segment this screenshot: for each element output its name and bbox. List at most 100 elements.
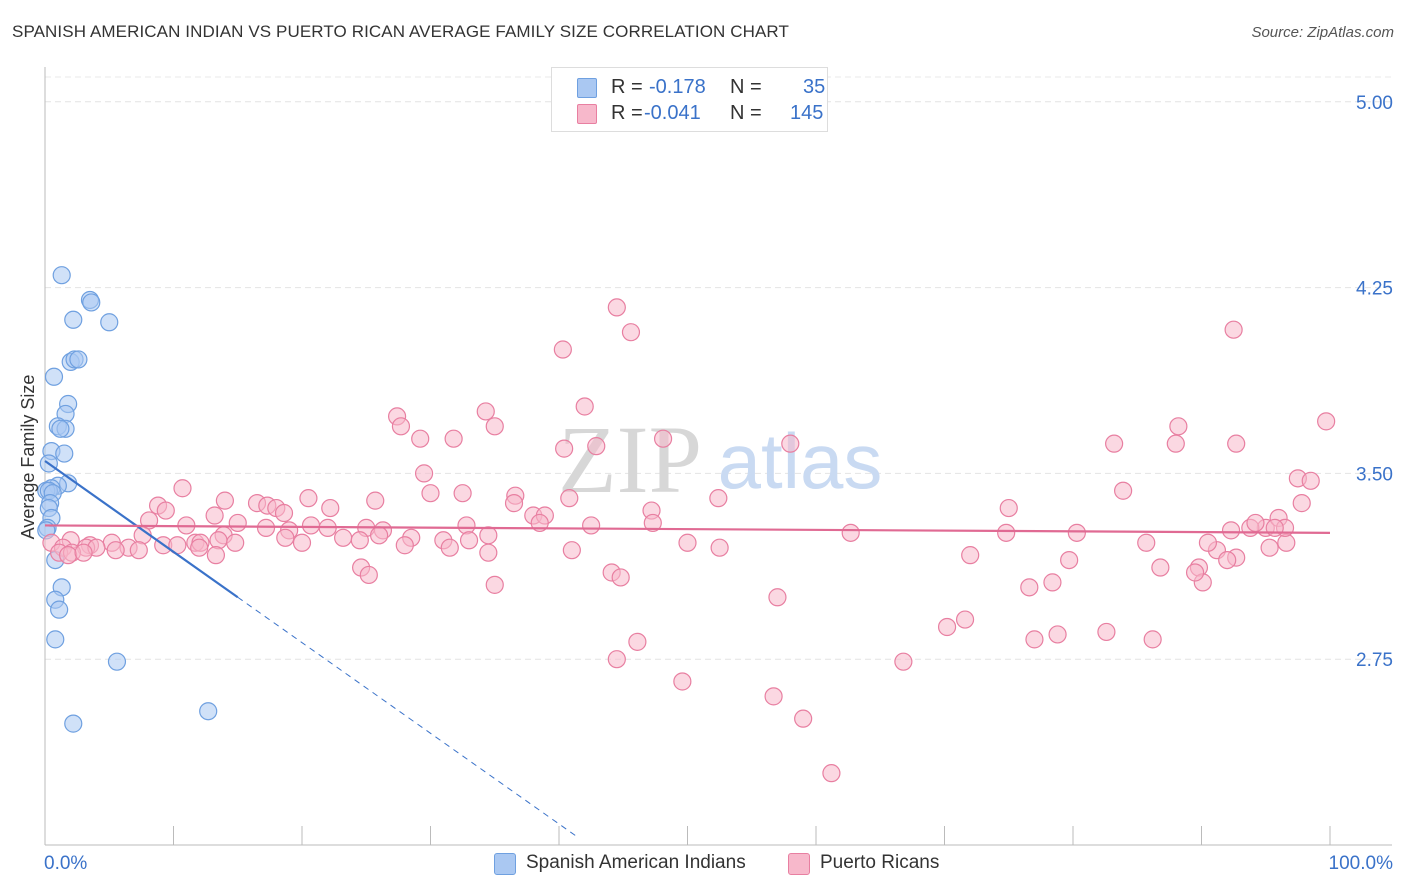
point-puerto-ricans: [190, 538, 209, 557]
legend-r-value: -0.041: [644, 102, 701, 124]
x-tick-label-min: 0.0%: [44, 853, 87, 874]
y-tick-label: 5.00: [1356, 93, 1393, 114]
bottom-legend-label: Spanish American Indians: [526, 852, 746, 873]
point-puerto-ricans: [607, 298, 626, 317]
legend-n-value: 145: [790, 102, 824, 124]
point-puerto-ricans: [1260, 538, 1279, 557]
point-puerto-ricans: [1218, 550, 1237, 570]
point-puerto-ricans: [414, 464, 434, 483]
legend-n-label: N =: [730, 76, 762, 98]
point-puerto-ricans: [678, 533, 697, 552]
point-puerto-ricans: [1185, 563, 1205, 582]
point-puerto-ricans: [1151, 558, 1170, 577]
point-spanish-american-indians: [46, 630, 65, 649]
point-puerto-ricans: [485, 575, 504, 594]
y-tick-label: 4.25: [1356, 279, 1393, 300]
point-puerto-ricans: [1105, 434, 1124, 453]
point-puerto-ricans: [350, 531, 369, 550]
point-puerto-ricans: [321, 498, 340, 518]
legend-n-value: 35: [803, 76, 826, 98]
point-puerto-ricans: [1221, 521, 1241, 540]
point-puerto-ricans: [366, 491, 385, 510]
point-puerto-ricans: [421, 484, 440, 503]
point-spanish-american-indians: [52, 266, 71, 285]
scatter-points: [37, 266, 1336, 783]
point-spanish-american-indians: [55, 444, 74, 463]
point-spanish-american-indians: [64, 310, 83, 329]
point-spanish-american-indians: [50, 600, 69, 619]
point-spanish-american-indians: [82, 293, 101, 312]
legend-r-label: R =: [611, 76, 643, 98]
correlation-legend: R = -0.178 N = 35 R = -0.041 N = 145: [551, 67, 828, 132]
point-puerto-ricans: [768, 588, 787, 607]
point-puerto-ricans: [457, 516, 476, 535]
point-puerto-ricans: [643, 513, 662, 533]
point-puerto-ricans: [1060, 550, 1079, 570]
point-puerto-ricans: [587, 437, 606, 456]
point-puerto-ricans: [1020, 578, 1039, 597]
point-puerto-ricans: [391, 417, 411, 436]
point-puerto-ricans: [292, 533, 312, 552]
y-axis-title: Average Family Size: [18, 375, 38, 540]
point-puerto-ricans: [582, 516, 601, 535]
point-puerto-ricans: [444, 429, 463, 448]
point-puerto-ricans: [1143, 630, 1162, 649]
point-puerto-ricans: [575, 397, 594, 416]
point-puerto-ricans: [653, 429, 673, 448]
point-puerto-ricans: [999, 498, 1018, 518]
point-puerto-ricans: [440, 538, 459, 557]
point-puerto-ricans: [59, 546, 78, 565]
point-spanish-american-indians: [199, 702, 218, 721]
point-puerto-ricans: [334, 528, 353, 547]
point-puerto-ricans: [370, 526, 389, 545]
point-spanish-american-indians: [107, 652, 127, 671]
point-puerto-ricans: [1048, 625, 1067, 644]
point-puerto-ricans: [228, 513, 247, 533]
point-puerto-ricans: [479, 543, 498, 562]
point-puerto-ricans: [1169, 417, 1188, 436]
point-puerto-ricans: [955, 610, 975, 629]
point-puerto-ricans: [395, 536, 414, 555]
point-puerto-ricans: [764, 687, 783, 706]
point-puerto-ricans: [710, 538, 729, 557]
point-puerto-ricans: [1224, 320, 1243, 339]
point-puerto-ricans: [205, 506, 224, 525]
point-puerto-ricans: [256, 518, 276, 537]
point-puerto-ricans: [1246, 513, 1265, 533]
point-puerto-ricans: [555, 439, 574, 458]
point-puerto-ricans: [709, 489, 728, 508]
point-spanish-american-indians: [51, 419, 70, 438]
point-puerto-ricans: [453, 484, 472, 503]
legend-swatch-blue: [577, 78, 597, 98]
point-puerto-ricans: [1097, 622, 1116, 642]
point-puerto-ricans: [673, 672, 692, 691]
point-puerto-ricans: [106, 541, 125, 560]
trendline-puerto-ricans: [44, 524, 1331, 534]
point-puerto-ricans: [359, 565, 378, 585]
point-puerto-ricans: [209, 531, 228, 550]
y-tick-label: 3.50: [1356, 464, 1393, 485]
point-puerto-ricans: [562, 541, 581, 560]
point-puerto-ricans: [1137, 533, 1156, 552]
point-puerto-ricans: [156, 501, 175, 520]
point-puerto-ricans: [781, 434, 800, 453]
point-puerto-ricans: [485, 417, 504, 436]
point-puerto-ricans: [173, 479, 192, 498]
point-puerto-ricans: [611, 568, 630, 587]
legend-swatch-pink: [577, 104, 597, 124]
point-puerto-ricans: [1114, 481, 1133, 500]
point-puerto-ricans: [628, 632, 647, 651]
legend-r-label: R =: [611, 102, 643, 124]
chart-title: SPANISH AMERICAN INDIAN VS PUERTO RICAN …: [12, 22, 789, 41]
bottom-legend-label: Puerto Ricans: [820, 852, 940, 873]
point-puerto-ricans: [1292, 494, 1311, 513]
point-puerto-ricans: [560, 489, 579, 508]
point-puerto-ricans: [1025, 630, 1044, 649]
point-puerto-ricans: [226, 533, 245, 552]
point-puerto-ricans: [479, 526, 498, 545]
point-puerto-ricans: [74, 543, 93, 562]
point-puerto-ricans: [1227, 434, 1246, 453]
watermark-zip: ZIP: [558, 406, 702, 513]
point-spanish-american-indians: [100, 313, 119, 332]
